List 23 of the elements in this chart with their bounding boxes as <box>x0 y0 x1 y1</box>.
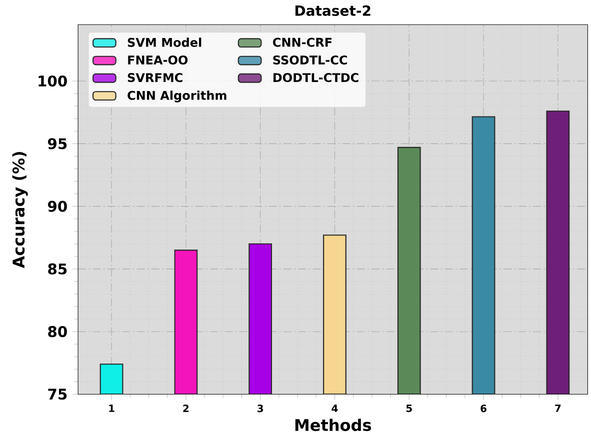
x-tick-label: 2 <box>183 404 189 412</box>
legend-label: SVRFMC <box>128 73 182 82</box>
legend-label: CNN Algorithm <box>128 90 226 103</box>
y-tick-label: 75 <box>48 388 67 400</box>
legend-label: FNEA-OO <box>128 56 188 65</box>
y-tick-label: 80 <box>48 326 67 338</box>
x-tick-label: 4 <box>332 404 338 412</box>
x-tick-label: 6 <box>480 404 486 412</box>
y-tick-label: 90 <box>48 200 67 212</box>
y-tick-label: 95 <box>48 138 67 150</box>
x-tick-label: 1 <box>109 404 114 412</box>
chart-title: Dataset-2 <box>295 6 370 16</box>
legend-label: SVM Model <box>128 38 202 48</box>
x-axis-title: Methods <box>295 418 372 432</box>
x-tick-label: 5 <box>406 404 412 412</box>
legend-label: CNN-CRF <box>272 38 332 48</box>
y-tick-label: 85 <box>48 264 67 275</box>
x-tick-label: 7 <box>555 404 561 412</box>
x-tick-label: 3 <box>258 404 264 412</box>
legend-label: SSODTL-CC <box>273 56 348 65</box>
legend-label: DODTL-CTDC <box>274 73 358 82</box>
y-tick-label: 100 <box>38 76 67 87</box>
y-axis-title: Accuracy (%) <box>12 152 28 268</box>
